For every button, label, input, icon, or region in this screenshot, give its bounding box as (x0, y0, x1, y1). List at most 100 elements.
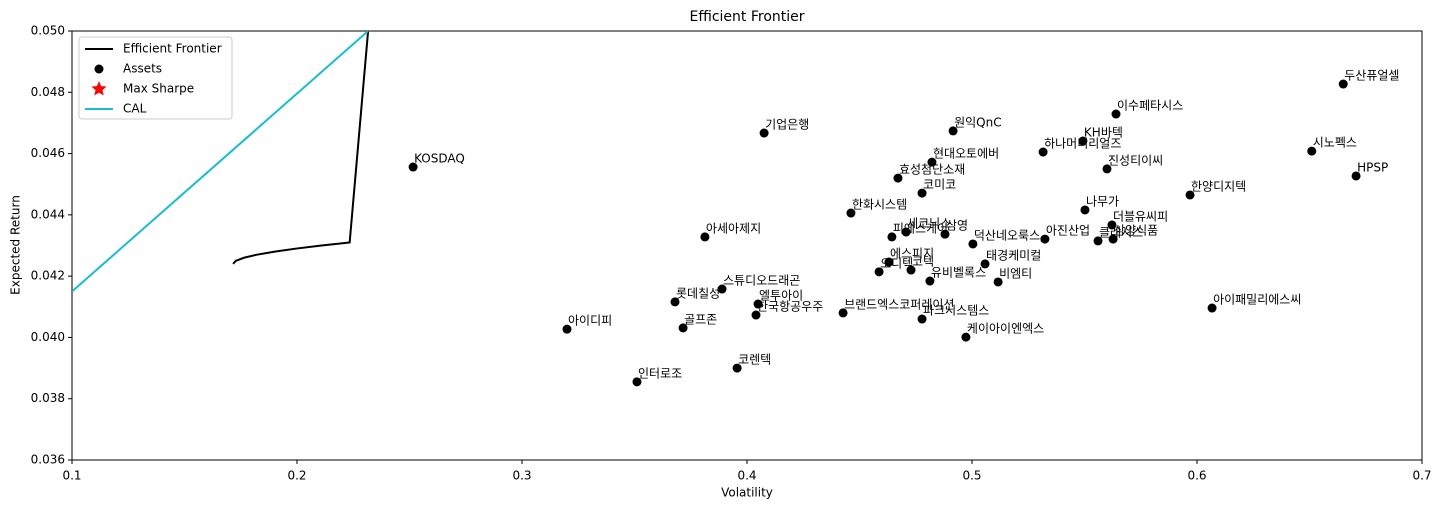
point (901, 227, 911, 237)
y-tick-label: 0.044 (31, 207, 65, 221)
chart-title: Efficient Frontier (689, 9, 804, 25)
point-label: 진성티이씨 (1108, 153, 1163, 167)
y-tick-label: 0.042 (31, 269, 65, 283)
point (961, 332, 971, 342)
series-line (72, 31, 369, 293)
point (759, 128, 769, 138)
point (700, 232, 710, 242)
point (632, 377, 642, 387)
point (717, 284, 727, 294)
point-label: 아세아제지 (706, 221, 761, 235)
point (968, 239, 978, 249)
point-label: 스튜디오드래곤 (723, 274, 800, 288)
point-label: 세코닉스 (907, 217, 951, 231)
point-label: 원익QnC (954, 115, 1002, 129)
point (846, 208, 856, 218)
point-label: 아이디피 (568, 314, 612, 328)
y-tick-label: 0.040 (31, 330, 65, 344)
legend-label: Assets (123, 62, 162, 76)
legend-label: Max Sharpe (123, 82, 194, 96)
x-tick-label: 0.6 (1187, 469, 1206, 483)
point-label: 나무가 (1086, 194, 1119, 208)
point (1185, 190, 1195, 200)
point (1107, 220, 1117, 230)
point-label: KH바텍 (1084, 126, 1123, 140)
point-label: HPSP (1357, 160, 1388, 174)
point-label: 기업은행 (765, 117, 809, 132)
point-label: 인터로조 (638, 366, 682, 380)
point (1307, 146, 1317, 156)
point (993, 277, 1003, 287)
point (1351, 171, 1361, 181)
point-label: 삼영 (946, 219, 968, 233)
point-label: 브랜드엑스코퍼레이션 (844, 297, 954, 311)
point (732, 363, 742, 373)
point-label: 한화시스템 (852, 198, 907, 212)
point-label: 시노펙스 (1313, 136, 1357, 150)
point (1038, 147, 1048, 157)
point-label: 아이패밀리에스씨 (1213, 293, 1301, 307)
point (917, 314, 927, 324)
point-label: 한양디지텍 (1191, 179, 1246, 193)
point (917, 188, 927, 198)
point (1111, 109, 1121, 119)
y-tick-label: 0.036 (31, 453, 65, 467)
x-tick-label: 0.1 (62, 469, 81, 483)
point-label: 파크시스템스 (923, 304, 989, 318)
point-label: 효성첨단소재 (899, 163, 965, 177)
point (874, 267, 884, 277)
point (893, 173, 903, 183)
point (925, 276, 935, 286)
point (1040, 234, 1050, 244)
point (408, 162, 418, 172)
point (838, 308, 848, 318)
legend-swatch (91, 81, 107, 96)
point (751, 310, 761, 320)
point (1207, 303, 1217, 313)
point-label: 엘투아이 (759, 289, 803, 303)
point-label: 이수페타시스 (1117, 99, 1183, 113)
point-label: 케이아이엔엑스 (967, 322, 1044, 336)
point (948, 126, 958, 136)
point (1078, 136, 1088, 146)
legend-box (78, 36, 233, 120)
legend-label: CAL (123, 102, 147, 116)
point-label: 태경케미컬 (986, 248, 1041, 262)
legend-label: Efficient Frontier (123, 42, 222, 56)
plot-frame (71, 30, 1423, 461)
y-tick-label: 0.050 (31, 24, 65, 38)
point-label: 비엠티 (999, 266, 1032, 280)
point (1102, 164, 1112, 174)
point (678, 323, 688, 333)
point-label: 한국항공우주 (757, 300, 823, 314)
point (1338, 79, 1348, 89)
point (884, 257, 894, 267)
y-tick-label: 0.048 (31, 85, 65, 99)
point-label: 삼양식품 (1114, 224, 1158, 238)
point-label: 에스피지 (890, 247, 934, 261)
point (753, 299, 763, 309)
point-label: 오디텍 (880, 256, 913, 270)
x-tick-label: 0.7 (1412, 469, 1431, 483)
point-label: KOSDAQ (414, 152, 465, 166)
y-tick-label: 0.038 (31, 391, 65, 405)
x-axis-label: Volatility (721, 486, 773, 500)
point-label: 유비벨록스 (931, 266, 986, 280)
y-axis-label: Expected Return (9, 195, 23, 295)
point-label: 더블유씨피 (1113, 209, 1168, 223)
point-label: 롯데칠성 (676, 286, 720, 300)
y-tick-label: 0.046 (31, 146, 65, 160)
x-tick-label: 0.4 (737, 469, 756, 483)
x-tick-label: 0.3 (512, 469, 531, 483)
point (887, 232, 897, 242)
point-label: 아진산업 (1046, 224, 1090, 238)
point (940, 229, 950, 239)
x-tick-label: 0.2 (287, 469, 306, 483)
point (670, 297, 680, 307)
point-label: 코렌텍 (738, 353, 771, 367)
point-label: 덕산네오룩스 (974, 228, 1040, 242)
point-label: 두산퓨얼셀 (1344, 69, 1399, 83)
point (562, 324, 572, 334)
